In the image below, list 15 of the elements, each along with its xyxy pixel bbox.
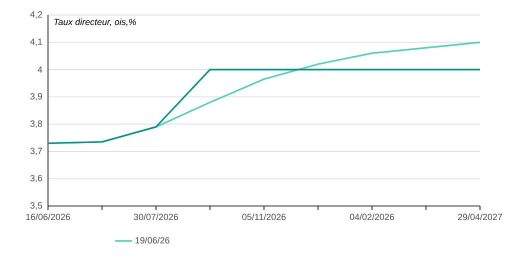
- legend-label: 19/06/26: [136, 236, 170, 244]
- y-tick-label: 4,1: [30, 38, 42, 46]
- y-tick-label: 3,6: [30, 175, 42, 182]
- y-tick-label: 4: [38, 66, 42, 73]
- y-tick-label: 3,7: [30, 148, 42, 156]
- y-tick-label: 4,2: [30, 11, 42, 19]
- x-tick-label: 05/11/2026: [242, 214, 286, 220]
- y-tick-label: 3,9: [30, 93, 42, 101]
- x-tick-label: 29/04/2027: [458, 214, 502, 220]
- y-tick-label: 3,5: [30, 202, 42, 210]
- y-tick-label: 3,8: [30, 120, 42, 128]
- x-tick-label: 30/07/2026: [134, 214, 178, 220]
- x-tick-label: 04/02/2026: [350, 214, 394, 220]
- x-tick-label: 16/06/2026: [26, 214, 70, 220]
- y-axis-title: Taux directeur, ois,%: [54, 18, 136, 26]
